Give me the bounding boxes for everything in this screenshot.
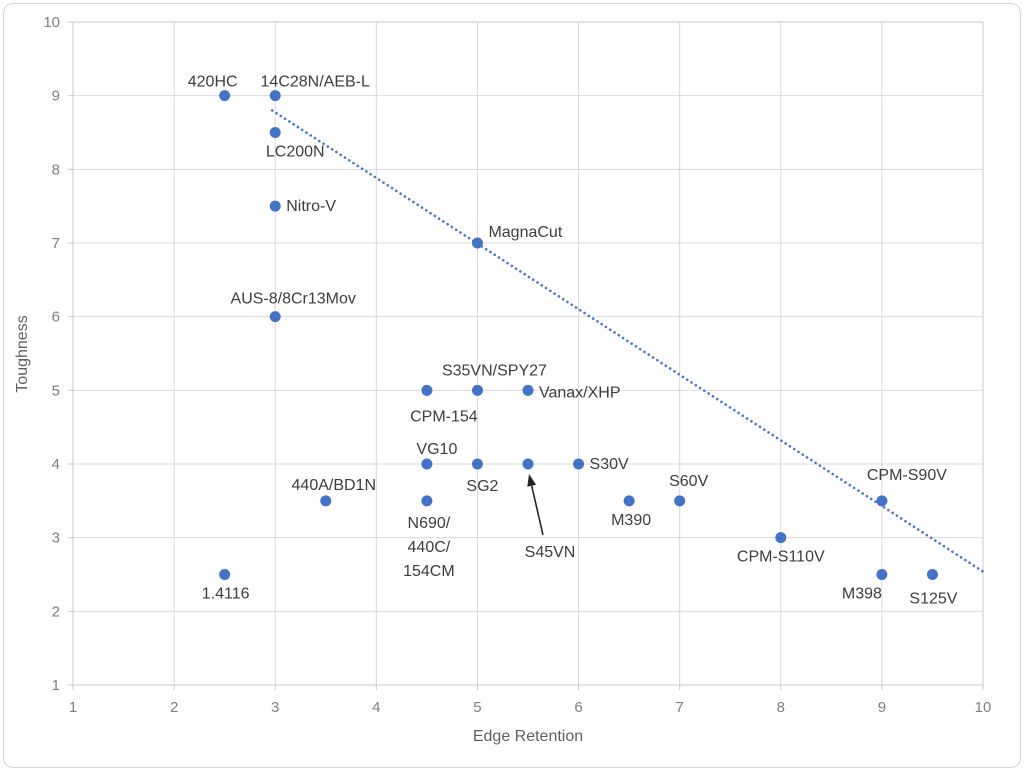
- x-tick-label: 3: [271, 699, 279, 716]
- data-point: [269, 90, 281, 102]
- data-point-label: S125V: [909, 591, 957, 608]
- data-point: [219, 90, 231, 102]
- annotation-layer: [527, 474, 544, 536]
- data-point-label: MagnaCut: [488, 224, 562, 241]
- y-tick-label: 8: [52, 161, 60, 178]
- data-point: [269, 200, 281, 212]
- data-point: [926, 569, 938, 580]
- data-point-label: M390: [611, 512, 651, 529]
- data-point: [522, 458, 534, 470]
- data-point: [623, 495, 635, 507]
- data-point: [421, 458, 433, 470]
- trendline-layer: [270, 109, 985, 573]
- data-point: [876, 495, 888, 507]
- data-point-label: CPM-S90V: [867, 467, 947, 484]
- x-tick-label: 8: [777, 699, 785, 716]
- data-point-label: CPM-154: [410, 408, 478, 425]
- data-point-label: Vanax/XHP: [539, 384, 621, 401]
- data-point: [320, 495, 332, 507]
- data-point-label: 420HC: [188, 74, 238, 91]
- data-point-label: 1.4116: [202, 586, 250, 603]
- y-tick-label: 6: [52, 309, 60, 326]
- data-point: [876, 569, 888, 580]
- data-point: [471, 384, 483, 396]
- x-tick-label: 1: [69, 699, 77, 716]
- y-tick-label: 2: [52, 603, 60, 620]
- data-point: [269, 311, 281, 323]
- points-layer: [219, 90, 938, 580]
- annotation-arrow-head: [527, 474, 537, 487]
- y-tick-label: 9: [52, 88, 60, 105]
- data-point-label: Nitro-V: [286, 198, 336, 215]
- x-tick-label: 2: [170, 699, 178, 716]
- axes-layer: 1 2 3 4 5 6 7 8 9 10 1 2 3 4 5 6 7 8 9 10: [43, 14, 991, 716]
- y-tick-label: 10: [43, 14, 60, 31]
- x-tick-label: 5: [473, 699, 481, 716]
- data-point-label: N690/440C/154CM: [403, 515, 455, 580]
- data-point-label: CPM-S110V: [737, 549, 825, 566]
- y-tick-label: 3: [52, 530, 60, 547]
- y-axis-title: Toughness: [14, 315, 31, 392]
- y-tick-label: 5: [52, 382, 60, 399]
- data-point: [775, 532, 787, 544]
- data-point-label: AUS-8/8Cr13Mov: [231, 291, 356, 308]
- x-tick-label: 6: [574, 699, 582, 716]
- data-point-label: SG2: [466, 478, 498, 495]
- data-point: [674, 495, 686, 507]
- data-point-label: S30V: [590, 456, 629, 473]
- data-point-label: 14C28N/AEB-L: [261, 74, 370, 91]
- y-tick-label: 7: [52, 235, 60, 252]
- point-labels-layer: 420HC 14C28N/AEB-L LC200N Nitro-V MagnaCut AU…: [188, 74, 958, 608]
- data-point-label: 440A/BD1N: [292, 477, 377, 494]
- data-point-label: M398: [842, 586, 882, 603]
- y-tick-label: 1: [52, 677, 60, 694]
- data-point-label: LC200N: [266, 144, 325, 161]
- data-point: [219, 569, 231, 580]
- data-point-label: VG10: [416, 441, 457, 458]
- data-point: [471, 237, 483, 249]
- data-point: [573, 458, 585, 470]
- x-tick-label: 4: [372, 699, 380, 716]
- y-tick-label: 4: [52, 456, 60, 473]
- data-point: [471, 458, 483, 470]
- data-point-label: S60V: [669, 473, 708, 490]
- x-axis-title: Edge Retention: [473, 728, 583, 745]
- trendline: [270, 109, 985, 573]
- data-point: [522, 384, 534, 396]
- x-tick-label: 7: [675, 699, 683, 716]
- data-point: [421, 384, 433, 396]
- x-tick-label: 9: [878, 699, 886, 716]
- data-point-label: S45VN: [525, 544, 576, 561]
- x-tick-label: 10: [975, 699, 992, 716]
- annotation-arrow-line: [530, 485, 544, 536]
- plot-area-border: [72, 21, 984, 686]
- data-point-label: S35VN/SPY27: [442, 362, 547, 379]
- data-point: [421, 495, 433, 507]
- data-point: [269, 127, 281, 138]
